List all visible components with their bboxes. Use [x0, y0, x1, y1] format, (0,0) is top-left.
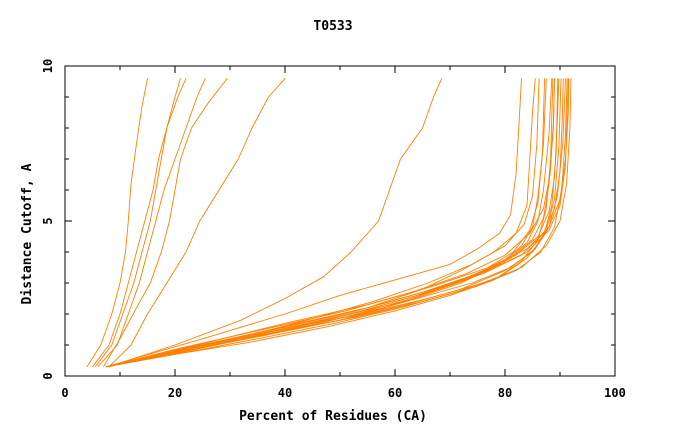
x-tick-label-20: 20	[168, 386, 182, 400]
series-line-12	[106, 78, 555, 368]
series-line-3	[94, 78, 187, 367]
series-line-1	[86, 78, 148, 367]
series-line-4	[97, 78, 206, 367]
x-axis-label: Percent of Residues (CA)	[239, 409, 427, 424]
series-line-16	[106, 78, 566, 368]
x-tick-label-80: 80	[498, 386, 512, 400]
axis-ticks: 0 20 40 60 80 100 0 5 10	[41, 59, 626, 400]
series-line-6	[108, 78, 286, 368]
series-line-2	[92, 78, 181, 367]
x-tick-label-60: 60	[388, 386, 402, 400]
series-line-18	[106, 78, 559, 368]
x-tick-label-0: 0	[61, 386, 68, 400]
series-line-11	[106, 78, 553, 368]
y-axis-label: Distance Cutoff, A	[20, 163, 35, 304]
series-line-7	[108, 78, 443, 368]
y-tick-label-5: 5	[41, 217, 55, 224]
series-line-8	[106, 78, 522, 368]
series-line-5	[103, 78, 228, 367]
series-line-10	[106, 78, 547, 368]
series-line-25	[106, 78, 570, 368]
chart-title: T0533	[313, 19, 352, 34]
x-tick-label-100: 100	[604, 386, 626, 400]
y-tick-label-10: 10	[41, 59, 55, 73]
series-line-24	[106, 78, 555, 368]
series-line-21	[106, 78, 546, 368]
y-tick-label-0: 0	[41, 372, 55, 379]
series-line-19	[106, 78, 554, 368]
series-line-15	[106, 78, 569, 368]
series-line-20	[106, 78, 568, 368]
series-line-23	[106, 78, 572, 368]
x-tick-label-40: 40	[278, 386, 292, 400]
plot-lines	[86, 78, 572, 368]
